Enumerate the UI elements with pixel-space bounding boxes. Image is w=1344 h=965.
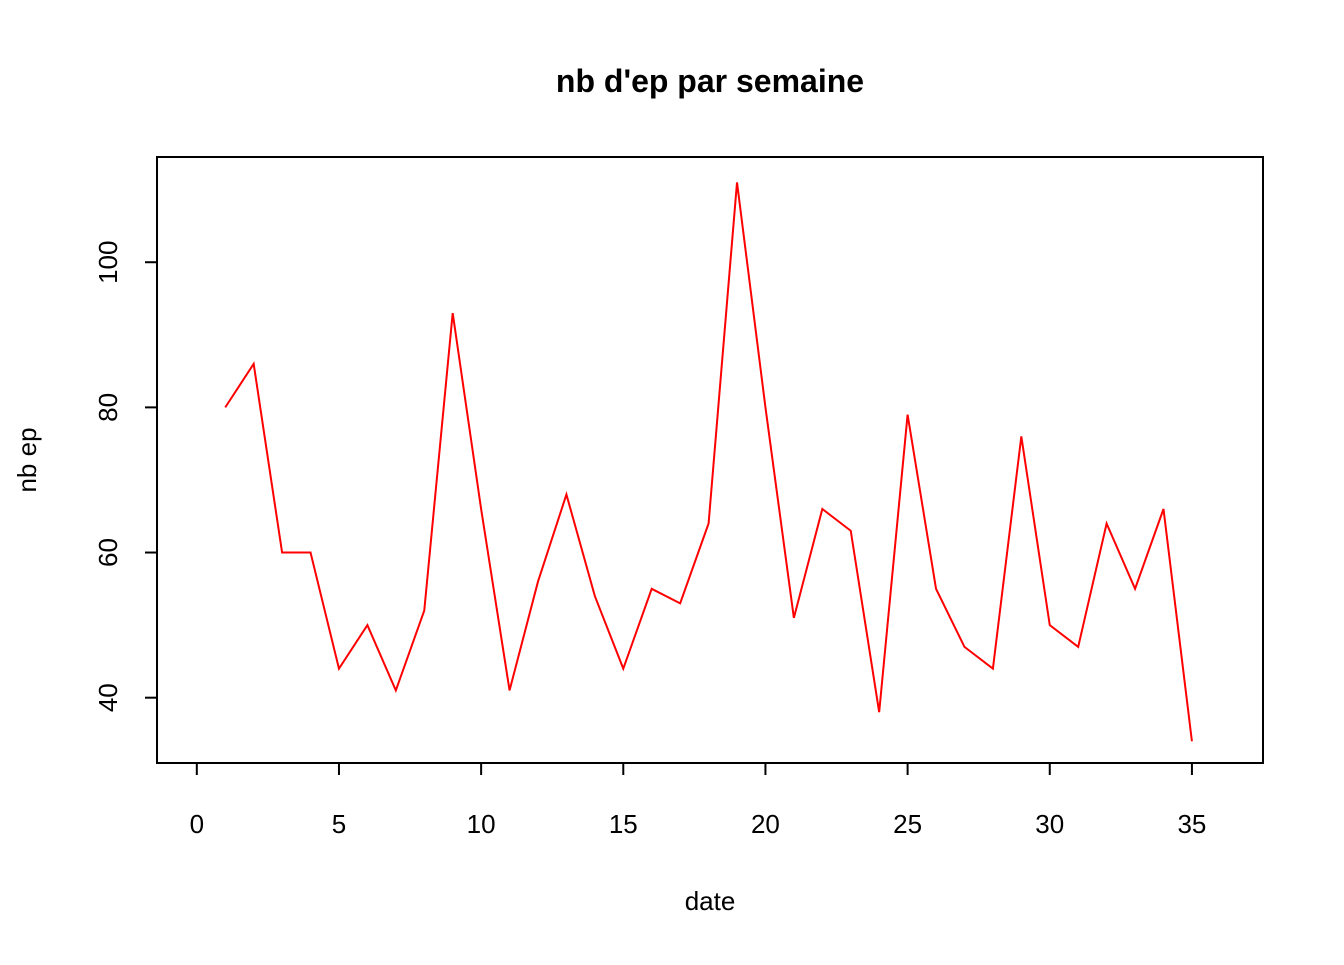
y-tick-label: 100 — [93, 241, 123, 284]
y-tick-label: 80 — [93, 393, 123, 422]
y-tick-label: 60 — [93, 538, 123, 567]
x-tick-label: 15 — [609, 809, 638, 839]
series-line — [224, 182, 1193, 742]
x-axis-label: date — [685, 886, 736, 916]
data-series — [224, 182, 1193, 742]
y-axis-label: nb ep — [12, 427, 42, 492]
x-tick-label: 35 — [1177, 809, 1206, 839]
x-axis: 0 5 10 15 20 25 30 35 — [190, 762, 1206, 839]
y-tick-label: 40 — [93, 683, 123, 712]
x-tick-label: 20 — [751, 809, 780, 839]
x-tick-label: 10 — [467, 809, 496, 839]
chart-title: nb d'ep par semaine — [556, 63, 864, 99]
x-tick-label: 0 — [190, 809, 204, 839]
y-axis: 40 60 80 100 — [93, 241, 158, 712]
x-tick-label: 5 — [332, 809, 346, 839]
x-tick-label: 30 — [1035, 809, 1064, 839]
x-tick-label: 25 — [893, 809, 922, 839]
